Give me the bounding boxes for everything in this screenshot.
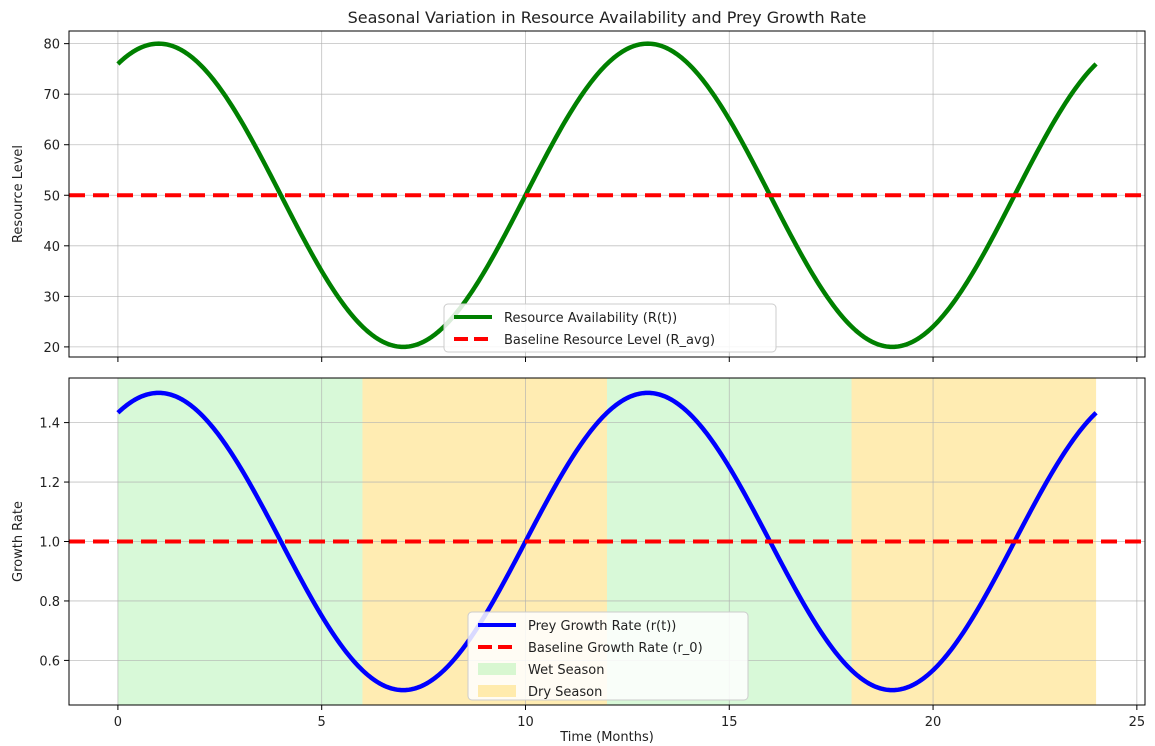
chart-title: Seasonal Variation in Resource Availabil…: [348, 8, 867, 27]
y-tick-label: 0.8: [39, 595, 60, 610]
x-tick-label: 25: [1129, 715, 1146, 730]
x-tick-label: 20: [925, 715, 942, 730]
series-line-0: [116, 390, 1098, 693]
y-tick-label: 1.0: [39, 536, 60, 551]
y-tick-label: 20: [43, 341, 60, 356]
y-tick-label: 1.2: [39, 476, 60, 491]
plot-frame-0: [68, 30, 1146, 358]
legend-label: Prey Growth Rate (r(t)): [528, 619, 676, 634]
legend-swatch: [478, 685, 516, 697]
y-tick-label: 70: [43, 88, 60, 103]
legend-label: Resource Availability (R(t)): [504, 311, 677, 326]
y-axis-label: Resource Level: [11, 145, 26, 243]
legend-label: Baseline Growth Rate (r_0): [528, 641, 703, 656]
y-tick-label: 80: [43, 38, 60, 53]
x-axis-label: Time (Months): [559, 730, 654, 745]
legend-box-0: [443, 303, 777, 353]
legend-label: Wet Season: [528, 663, 605, 678]
x-tick-label: 5: [318, 715, 326, 730]
x-tick-label: 15: [721, 715, 738, 730]
plot-frame-1: [68, 377, 1146, 706]
legend-swatch: [478, 663, 516, 675]
legend-label: Dry Season: [528, 685, 602, 700]
y-tick-label: 40: [43, 240, 60, 255]
series-line-0: [116, 41, 1098, 350]
x-tick-label: 0: [114, 715, 122, 730]
y-tick-label: 60: [43, 139, 60, 154]
legend-label: Baseline Resource Level (R_avg): [504, 333, 715, 348]
y-tick-label: 30: [43, 290, 60, 305]
y-axis-label: Growth Rate: [11, 501, 26, 582]
y-tick-label: 1.4: [39, 417, 60, 432]
x-tick-label: 10: [517, 715, 534, 730]
y-tick-label: 50: [43, 189, 60, 204]
y-tick-label: 0.6: [39, 654, 60, 669]
legend-box-1: [467, 611, 749, 701]
